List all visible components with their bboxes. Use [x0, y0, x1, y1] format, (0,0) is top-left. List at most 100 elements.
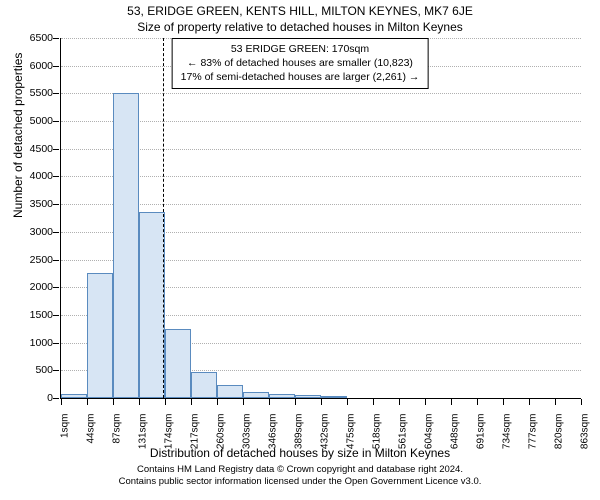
x-tick [165, 399, 166, 405]
x-tick-label: 561sqm [398, 414, 409, 450]
x-tick [87, 399, 88, 405]
y-tick-label: 5500 [30, 87, 53, 99]
chart-container: 53, ERIDGE GREEN, KENTS HILL, MILTON KEY… [0, 0, 600, 500]
x-tick-label: 303sqm [242, 414, 253, 450]
x-tick [425, 399, 426, 405]
y-tick-label: 0 [47, 392, 53, 404]
reference-line [163, 38, 164, 398]
x-tick-label: 648sqm [450, 414, 461, 450]
y-tick [53, 93, 59, 94]
y-tick [53, 176, 59, 177]
histogram-bar [165, 329, 191, 398]
x-tick-label: 863sqm [580, 414, 591, 450]
y-tick [53, 370, 59, 371]
y-tick-label: 2000 [30, 281, 53, 293]
y-tick [53, 38, 59, 39]
gridline [61, 149, 581, 150]
x-tick-label: 691sqm [476, 414, 487, 450]
y-tick-label: 1000 [30, 337, 53, 349]
x-tick [503, 399, 504, 405]
histogram-bar [269, 394, 295, 398]
y-tick-label: 2500 [30, 254, 53, 266]
y-tick-label: 3000 [30, 226, 53, 238]
attribution-line1: Contains HM Land Registry data © Crown c… [0, 464, 600, 476]
x-tick-label: 475sqm [346, 414, 357, 450]
x-tick [295, 399, 296, 405]
y-tick-label: 1500 [30, 309, 53, 321]
y-tick [53, 260, 59, 261]
histogram-bar [295, 395, 321, 398]
histogram-bar [243, 392, 269, 398]
x-tick [217, 399, 218, 405]
x-tick [373, 399, 374, 405]
x-tick-label: 260sqm [216, 414, 227, 450]
y-tick [53, 343, 59, 344]
y-tick [53, 398, 59, 399]
x-tick-label: 346sqm [268, 414, 279, 450]
y-tick-label: 4500 [30, 143, 53, 155]
x-tick-label: 217sqm [190, 414, 201, 450]
histogram-bar [191, 372, 217, 398]
x-tick-label: 432sqm [320, 414, 331, 450]
histogram-bar [217, 385, 243, 398]
histogram-bar [139, 212, 165, 398]
x-tick [61, 399, 62, 405]
attribution: Contains HM Land Registry data © Crown c… [0, 464, 600, 489]
histogram-bar [61, 394, 87, 398]
y-tick [53, 149, 59, 150]
y-tick-label: 6000 [30, 60, 53, 72]
histogram-bar [321, 396, 347, 398]
x-tick [113, 399, 114, 405]
x-tick-label: 604sqm [424, 414, 435, 450]
x-tick [555, 399, 556, 405]
x-axis-title: Distribution of detached houses by size … [0, 446, 600, 460]
x-tick [269, 399, 270, 405]
annotation-box: 53 ERIDGE GREEN: 170sqm ← 83% of detache… [172, 38, 429, 89]
x-tick-label: 734sqm [502, 414, 513, 450]
gridline [61, 121, 581, 122]
y-tick [53, 315, 59, 316]
gridline [61, 93, 581, 94]
x-tick-label: 518sqm [372, 414, 383, 450]
x-tick-label: 820sqm [554, 414, 565, 450]
x-tick-label: 389sqm [294, 414, 305, 450]
gridline [61, 204, 581, 205]
chart-title-main: 53, ERIDGE GREEN, KENTS HILL, MILTON KEY… [0, 4, 600, 18]
x-tick [399, 399, 400, 405]
x-tick-label: 174sqm [164, 414, 175, 450]
x-tick [243, 399, 244, 405]
x-tick [191, 399, 192, 405]
annotation-line1: 53 ERIDGE GREEN: 170sqm [181, 42, 420, 56]
histogram-bar [87, 273, 113, 398]
x-tick [139, 399, 140, 405]
attribution-line2: Contains public sector information licen… [0, 476, 600, 488]
y-tick-label: 6500 [30, 32, 53, 44]
annotation-line3: 17% of semi-detached houses are larger (… [181, 70, 420, 84]
x-tick [451, 399, 452, 405]
y-tick-label: 500 [35, 364, 53, 376]
y-tick-label: 3500 [30, 198, 53, 210]
x-tick-label: 777sqm [528, 414, 539, 450]
x-tick [529, 399, 530, 405]
y-tick [53, 204, 59, 205]
chart-title-sub: Size of property relative to detached ho… [0, 20, 600, 34]
x-tick-label: 87sqm [112, 414, 123, 444]
histogram-bar [113, 93, 139, 398]
x-tick [477, 399, 478, 405]
y-tick-label: 4000 [30, 170, 53, 182]
y-tick-label: 5000 [30, 115, 53, 127]
y-tick [53, 232, 59, 233]
y-tick [53, 287, 59, 288]
x-tick [581, 399, 582, 405]
y-tick [53, 66, 59, 67]
gridline [61, 176, 581, 177]
x-tick-label: 44sqm [86, 414, 97, 444]
plot-area: 0500100015002000250030003500400045005000… [60, 38, 581, 399]
x-tick-label: 1sqm [60, 414, 71, 438]
x-tick [321, 399, 322, 405]
x-tick-label: 131sqm [138, 414, 149, 450]
annotation-line2: ← 83% of detached houses are smaller (10… [181, 56, 420, 70]
y-axis-title: Number of detached properties [11, 53, 25, 218]
x-tick [347, 399, 348, 405]
y-tick [53, 121, 59, 122]
